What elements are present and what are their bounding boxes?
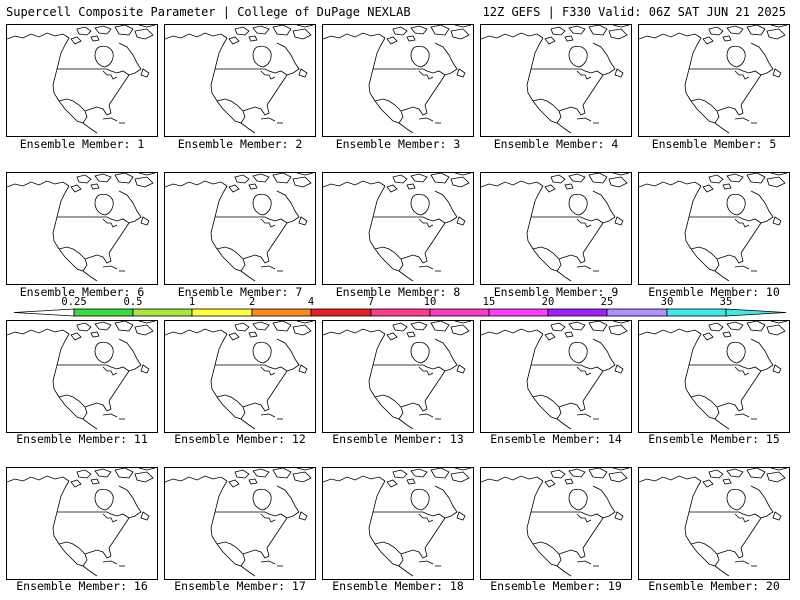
- ensemble-member-label: Ensemble Member: 19: [490, 579, 622, 593]
- map: [7, 173, 156, 282]
- ensemble-member-label: Ensemble Member: 5: [651, 137, 777, 151]
- ensemble-member-label: Ensemble Member: 1: [19, 137, 145, 151]
- ensemble-member-map: [6, 467, 158, 580]
- map: [481, 173, 630, 282]
- map: [165, 25, 314, 134]
- map: [323, 468, 472, 577]
- ensemble-member-map: [480, 320, 632, 433]
- ensemble-member-map: [480, 24, 632, 137]
- colorbar-segment: [310, 308, 372, 317]
- map: [639, 25, 788, 134]
- colorbar-segment: [606, 308, 668, 317]
- map: [323, 173, 472, 282]
- ensemble-member-map: [638, 172, 790, 285]
- ensemble-member-label: Ensemble Member: 2: [177, 137, 303, 151]
- colorbar-tick-label: 1: [188, 296, 196, 308]
- map: [323, 25, 472, 134]
- colorbar-tick-label: 25: [600, 296, 614, 308]
- map-title: Supercell Composite Parameter | College …: [6, 5, 411, 19]
- ensemble-member-label: Ensemble Member: 10: [648, 285, 780, 299]
- ensemble-member-label: Ensemble Member: 9: [493, 285, 619, 299]
- ensemble-member-map: [164, 467, 316, 580]
- ensemble-member-map: [164, 320, 316, 433]
- colorbar-segment: [191, 308, 253, 317]
- colorbar-bar: [13, 308, 787, 317]
- map: [481, 25, 630, 134]
- colorbar-segment: [547, 308, 608, 317]
- ensemble-member-label: Ensemble Member: 17: [174, 579, 306, 593]
- colorbar-tick-label: 4: [307, 296, 315, 308]
- colorbar-tick-label: 7: [367, 296, 375, 308]
- ensemble-member-map: [6, 172, 158, 285]
- colorbar-tick-label: 10: [423, 296, 437, 308]
- colorbar-segment: [73, 308, 134, 317]
- ensemble-member-map: [480, 467, 632, 580]
- ensemble-member-map: [164, 24, 316, 137]
- colorbar-segment: [488, 308, 549, 317]
- ensemble-member-label: Ensemble Member: 3: [335, 137, 461, 151]
- ensemble-member-label: Ensemble Member: 14: [490, 432, 622, 446]
- colorbar-segment: [132, 308, 193, 317]
- ensemble-member-map: [322, 172, 474, 285]
- colorbar-segment: [666, 308, 727, 317]
- colorbar-tick-label: 0.5: [123, 296, 143, 308]
- ensemble-member-label: Ensemble Member: 20: [648, 579, 780, 593]
- ensemble-member-label: Ensemble Member: 12: [174, 432, 306, 446]
- map: [639, 321, 788, 430]
- map: [7, 25, 156, 134]
- colorbar-max-arrow: [725, 308, 787, 317]
- colorbar-tick-label: 2: [248, 296, 256, 308]
- ensemble-member-map: [322, 467, 474, 580]
- map: [481, 468, 630, 577]
- ensemble-member-label: Ensemble Member: 15: [648, 432, 780, 446]
- ensemble-member-label: Ensemble Member: 18: [332, 579, 464, 593]
- map: [639, 468, 788, 577]
- colorbar-tick-label: 30: [660, 296, 674, 308]
- ensemble-member-map: [164, 172, 316, 285]
- ensemble-member-map: [6, 24, 158, 137]
- colorbar-segment: [370, 308, 431, 317]
- ensemble-member-label: Ensemble Member: 8: [335, 285, 461, 299]
- colorbar: 0.25 0.5 1 2 4 7 10 15 20 25 30 35: [0, 296, 800, 320]
- colorbar-segment: [251, 308, 312, 317]
- colorbar-tick-label: 0.25: [61, 296, 87, 308]
- map: [7, 468, 156, 577]
- map: [639, 173, 788, 282]
- map: [165, 468, 314, 577]
- ensemble-member-map: [638, 320, 790, 433]
- valid-time: 12Z GEFS | F330 Valid: 06Z SAT JUN 21 20…: [482, 5, 786, 19]
- ensemble-member-label: Ensemble Member: 4: [493, 137, 619, 151]
- ensemble-member-map: [638, 24, 790, 137]
- colorbar-tick-label: 20: [541, 296, 555, 308]
- ensemble-member-map: [6, 320, 158, 433]
- map: [7, 321, 156, 430]
- map: [481, 321, 630, 430]
- ensemble-member-map: [638, 467, 790, 580]
- map: [165, 173, 314, 282]
- ensemble-member-map: [322, 320, 474, 433]
- map: [323, 321, 472, 430]
- colorbar-tick-label: 35: [719, 296, 733, 308]
- ensemble-member-label: Ensemble Member: 6: [19, 285, 145, 299]
- ensemble-member-label: Ensemble Member: 13: [332, 432, 464, 446]
- ensemble-member-label: Ensemble Member: 16: [16, 579, 148, 593]
- colorbar-min-arrow: [13, 308, 75, 317]
- colorbar-tick-label: 15: [482, 296, 496, 308]
- ensemble-member-map: [480, 172, 632, 285]
- map: [165, 321, 314, 430]
- ensemble-member-label: Ensemble Member: 7: [177, 285, 303, 299]
- colorbar-segment: [429, 308, 490, 317]
- ensemble-member-map: [322, 24, 474, 137]
- ensemble-member-label: Ensemble Member: 11: [16, 432, 148, 446]
